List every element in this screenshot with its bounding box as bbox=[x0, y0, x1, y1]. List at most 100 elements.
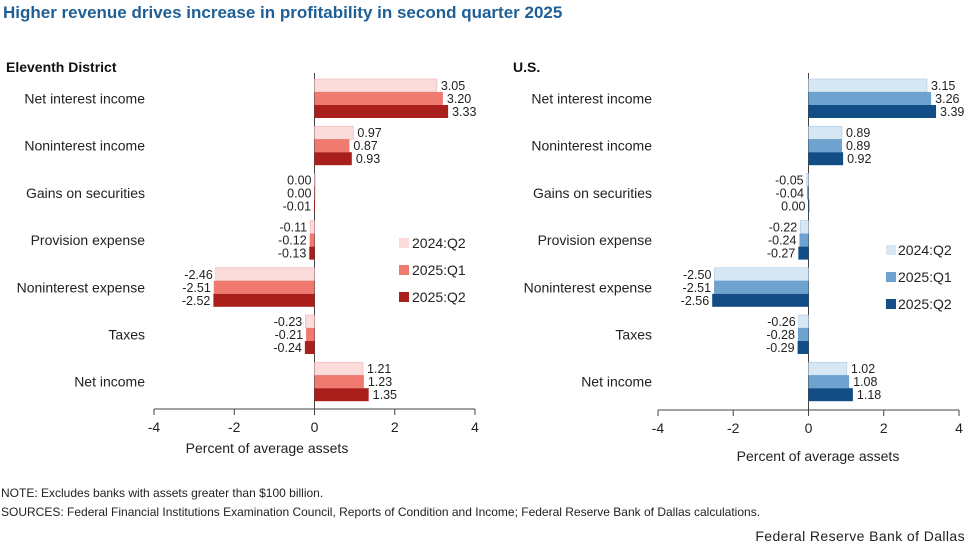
data-label: -0.23 bbox=[274, 315, 303, 329]
x-tick-label: 2 bbox=[880, 420, 888, 436]
data-label: 0.87 bbox=[353, 139, 377, 153]
data-label: -0.26 bbox=[767, 315, 796, 329]
bar bbox=[306, 328, 315, 341]
panel-title: U.S. bbox=[513, 59, 540, 75]
x-tick-label: -2 bbox=[727, 420, 740, 436]
bar bbox=[213, 280, 315, 294]
category-label: Gains on securities bbox=[26, 185, 145, 201]
legend-label: 2025:Q1 bbox=[412, 262, 466, 278]
legend-swatch bbox=[399, 238, 409, 248]
bar bbox=[808, 388, 853, 402]
data-label: -2.51 bbox=[182, 281, 211, 295]
data-label: 3.39 bbox=[940, 105, 964, 119]
legend-swatch bbox=[399, 292, 409, 302]
x-tick-label: 0 bbox=[805, 420, 813, 436]
district-panel: Eleventh District -4 -2 0 2 4 Percent of avera… bbox=[6, 59, 479, 456]
bar bbox=[808, 361, 848, 376]
bar bbox=[215, 267, 315, 282]
data-label: 0.00 bbox=[287, 173, 311, 187]
legend-label: 2024:Q2 bbox=[412, 235, 466, 251]
category-label: Noninterest expense bbox=[17, 279, 146, 295]
bar bbox=[314, 92, 443, 105]
data-label: -0.01 bbox=[283, 199, 312, 213]
bar bbox=[806, 173, 809, 187]
bar bbox=[314, 186, 316, 200]
bar bbox=[304, 341, 315, 354]
data-label: 3.20 bbox=[447, 92, 471, 106]
data-label: -2.50 bbox=[683, 268, 712, 282]
bar bbox=[714, 280, 809, 294]
data-label: -0.04 bbox=[775, 186, 804, 200]
legend-label: 2025:Q2 bbox=[898, 296, 952, 312]
bar bbox=[314, 199, 315, 213]
x-tick-label: -4 bbox=[652, 420, 665, 436]
data-label: 0.00 bbox=[781, 199, 805, 213]
x-tick-label: -2 bbox=[228, 419, 241, 435]
bar bbox=[309, 246, 315, 260]
data-label: 0.92 bbox=[847, 152, 871, 166]
x-tick-label: 2 bbox=[391, 419, 399, 435]
data-label: 3.15 bbox=[931, 79, 955, 93]
category-label: Noninterest income bbox=[531, 138, 652, 154]
category-label: Provision expense bbox=[31, 232, 146, 248]
data-label: 0.00 bbox=[287, 186, 311, 200]
data-label: 0.89 bbox=[846, 126, 870, 140]
data-label: 3.05 bbox=[441, 79, 465, 93]
bar bbox=[799, 220, 809, 234]
x-tick-label: 0 bbox=[311, 419, 319, 435]
data-label: -0.13 bbox=[278, 247, 307, 261]
category-label: Provision expense bbox=[538, 232, 653, 248]
bar bbox=[808, 105, 937, 118]
legend-swatch bbox=[886, 245, 896, 255]
data-label: 1.23 bbox=[368, 375, 392, 389]
x-axis-label: Percent of average assets bbox=[737, 448, 900, 464]
bar bbox=[314, 173, 316, 187]
bar bbox=[309, 233, 315, 247]
bar bbox=[808, 139, 842, 153]
category-label: Net income bbox=[581, 374, 652, 390]
data-label: 1.35 bbox=[373, 388, 397, 402]
data-label: -0.05 bbox=[775, 173, 804, 187]
chart-canvas: Eleventh District -4 -2 0 2 4 Percent of avera… bbox=[6, 59, 964, 464]
legend-label: 2025:Q2 bbox=[412, 289, 466, 305]
data-label: -0.12 bbox=[278, 234, 307, 248]
bar bbox=[314, 375, 364, 389]
data-label: 1.21 bbox=[367, 362, 391, 376]
data-label: -0.21 bbox=[275, 328, 304, 342]
data-label: -0.27 bbox=[767, 247, 796, 261]
bar bbox=[714, 267, 809, 282]
us-panel: U.S. -4 -2 0 2 4 Percent of average assets Net … bbox=[513, 59, 964, 464]
bar bbox=[799, 233, 809, 247]
data-label: 3.26 bbox=[935, 92, 959, 106]
bar bbox=[808, 78, 928, 93]
x-tick-label: 4 bbox=[471, 419, 479, 435]
data-label: 1.08 bbox=[853, 375, 877, 389]
category-label: Net interest income bbox=[531, 91, 652, 107]
bar bbox=[314, 361, 364, 376]
x-tick-label: -4 bbox=[148, 419, 161, 435]
source-credit: Federal Reserve Bank of Dallas bbox=[755, 528, 965, 544]
data-label: -2.46 bbox=[184, 268, 213, 282]
bar bbox=[808, 375, 850, 389]
legend-swatch bbox=[886, 272, 896, 282]
category-label: Net interest income bbox=[24, 91, 145, 107]
bar bbox=[806, 186, 809, 200]
chart-title: Higher revenue drives increase in profit… bbox=[3, 3, 563, 22]
bar bbox=[712, 293, 809, 307]
bar bbox=[808, 199, 810, 213]
data-label: 0.97 bbox=[357, 126, 381, 140]
bar bbox=[808, 125, 843, 140]
data-label: -2.56 bbox=[681, 294, 710, 308]
category-label: Noninterest income bbox=[24, 138, 145, 154]
footnote: NOTE: Excludes banks with assets greater… bbox=[1, 486, 324, 500]
legend-label: 2024:Q2 bbox=[898, 242, 952, 258]
bar bbox=[797, 341, 809, 354]
data-label: 1.02 bbox=[851, 362, 875, 376]
data-label: 3.33 bbox=[452, 105, 476, 119]
bar bbox=[309, 220, 315, 234]
panel-title: Eleventh District bbox=[6, 59, 117, 75]
category-label: Gains on securities bbox=[533, 185, 652, 201]
data-label: -0.22 bbox=[769, 221, 798, 235]
data-label: -2.51 bbox=[683, 281, 712, 295]
bar bbox=[797, 328, 809, 341]
